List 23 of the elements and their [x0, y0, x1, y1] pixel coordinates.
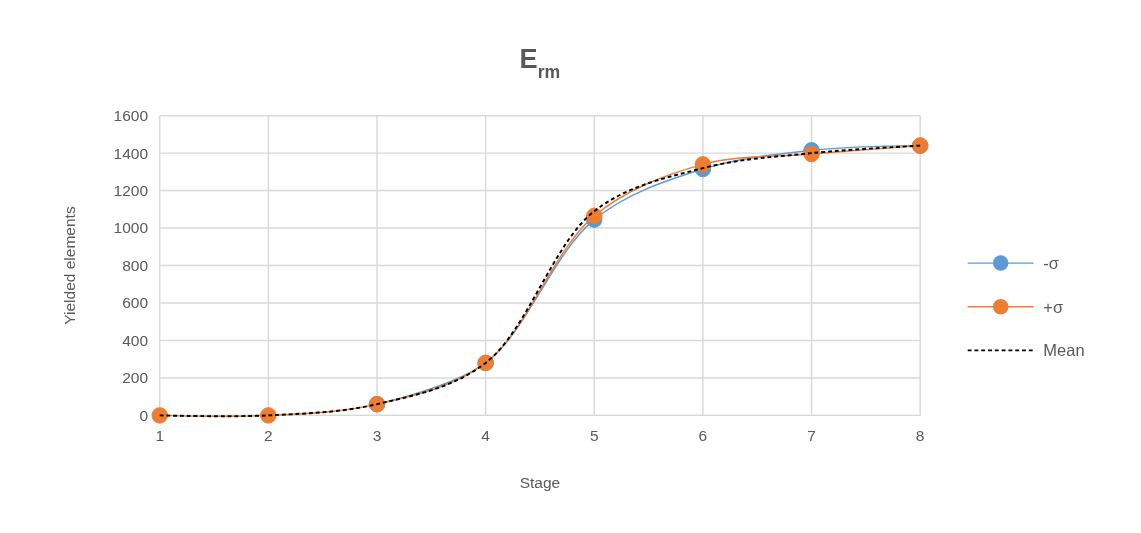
x-tick-label: 2 — [264, 426, 273, 444]
y-tick-label: 200 — [122, 369, 149, 387]
x-tick-label: 8 — [915, 426, 925, 444]
y-tick-label: 0 — [139, 406, 149, 424]
x-tick-label: 1 — [155, 426, 165, 444]
y-tick-label: 1600 — [113, 107, 149, 125]
legend-label: Mean — [1043, 341, 1085, 360]
x-tick-label: 6 — [698, 426, 708, 444]
chart-title: E$_{rm}$ — [519, 43, 561, 83]
y-tick-label: 400 — [122, 331, 149, 349]
legend-label: +σ — [1043, 297, 1064, 316]
x-tick-label: 5 — [589, 426, 599, 444]
x-tick-label: 3 — [372, 426, 382, 444]
y-axis-title: Yielded elements — [61, 206, 79, 325]
y-tick-label: 600 — [122, 294, 149, 312]
y-tick-label: 1400 — [113, 144, 149, 162]
x-axis-title: Stage — [519, 474, 561, 492]
legend-label: -σ — [1043, 253, 1060, 272]
x-tick-label: 7 — [807, 426, 816, 444]
y-tick-label: 800 — [122, 256, 149, 274]
x-tick-label: 4 — [481, 426, 491, 444]
y-tick-label: 1000 — [113, 219, 149, 237]
y-tick-label: 1200 — [113, 182, 149, 200]
